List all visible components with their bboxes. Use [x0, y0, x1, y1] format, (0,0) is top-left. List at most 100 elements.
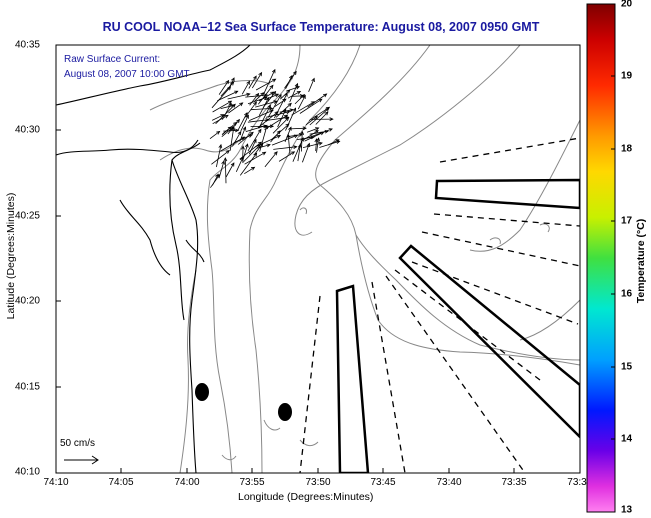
current-vector-head	[299, 94, 305, 98]
current-vector	[245, 125, 267, 132]
current-vector	[302, 142, 323, 148]
current-vector	[240, 115, 249, 132]
current-vector	[250, 108, 273, 111]
current-vector-head	[265, 118, 270, 122]
current-vector-head	[289, 74, 293, 80]
current-vector	[211, 150, 230, 165]
current-vector	[218, 80, 229, 95]
current-vector	[251, 72, 262, 89]
buoy-marker	[195, 383, 209, 401]
current-vector-head	[271, 68, 276, 74]
current-vector-head	[300, 137, 304, 142]
current-vector	[316, 138, 319, 153]
colorbar-label: Temperature (°C)	[635, 218, 647, 304]
current-vector	[274, 93, 288, 119]
current-vector	[229, 127, 235, 151]
current-vector-head	[253, 101, 257, 106]
current-vector-head	[263, 93, 269, 98]
current-vector-head	[237, 130, 242, 136]
x-tick-label: 74:05	[108, 477, 134, 488]
current-vector-head	[287, 102, 292, 107]
current-vector	[222, 122, 237, 135]
current-vector	[308, 78, 315, 92]
current-vector-head	[293, 145, 298, 149]
x-axis-label: Longitude (Degrees:Minutes)	[238, 491, 374, 503]
current-vector	[297, 144, 301, 162]
current-vector	[308, 106, 330, 121]
current-vector-head	[288, 126, 292, 131]
current-vector-head	[302, 126, 307, 131]
current-vector	[285, 108, 296, 131]
current-vector-head	[290, 151, 296, 155]
current-vector-head	[265, 96, 270, 102]
current-vector-head	[302, 94, 306, 100]
current-vector-head	[294, 82, 299, 88]
current-vector-head	[276, 135, 282, 139]
colorbar-tick-label: 16	[621, 288, 633, 300]
current-vector-head	[283, 114, 289, 119]
current-vector	[274, 98, 287, 107]
coastline	[56, 45, 251, 473]
current-vector-head	[273, 151, 278, 156]
current-vector-head	[230, 126, 235, 131]
current-vector-head	[236, 118, 240, 124]
current-vector-head	[246, 92, 251, 97]
current-vector-head	[253, 75, 257, 80]
current-vector-head	[224, 114, 229, 119]
x-tick-label: 73:50	[305, 477, 331, 488]
current-vector	[244, 151, 266, 165]
current-vector-head	[242, 126, 247, 131]
x-tick-label: 74:10	[43, 477, 69, 488]
current-vector	[212, 114, 229, 125]
current-vector	[315, 138, 317, 152]
current-vector-head	[262, 124, 268, 129]
current-vector	[275, 103, 292, 118]
current-vector	[239, 126, 246, 142]
current-vector	[220, 81, 234, 97]
current-vector	[273, 146, 297, 150]
current-vector	[297, 95, 306, 110]
current-vector	[254, 92, 265, 102]
current-vector-head	[230, 162, 235, 167]
current-vector-head	[240, 136, 246, 141]
current-vector-head	[262, 151, 267, 156]
current-vector	[327, 139, 339, 146]
current-vector-head	[230, 104, 236, 108]
current-vector-head	[311, 77, 315, 83]
surface-current-vectors	[209, 68, 341, 188]
y-tick-label: 40:10	[14, 466, 40, 478]
current-vector	[266, 111, 290, 118]
colorbar-tick-label: 20	[621, 0, 633, 10]
axis-tick-marks	[56, 129, 515, 473]
current-vector	[258, 97, 269, 116]
current-vector	[255, 78, 276, 91]
current-vector-head	[274, 93, 280, 98]
current-vector-head	[325, 106, 331, 111]
current-vector	[249, 109, 274, 121]
current-vector	[278, 151, 295, 162]
current-vector-head	[293, 134, 299, 139]
current-vector-head	[292, 107, 297, 112]
x-tick-label: 74:00	[174, 477, 200, 488]
current-vector	[264, 114, 288, 130]
y-axis-label: Latitude (Degrees:Minutes)	[5, 192, 17, 320]
current-vector-head	[282, 98, 287, 103]
current-vector-head	[239, 102, 244, 107]
colorbar-tick-label: 19	[621, 70, 633, 82]
current-vector-head	[323, 93, 328, 98]
current-vector	[235, 157, 244, 172]
current-vector	[216, 144, 222, 168]
current-vector-head	[250, 166, 256, 171]
colorbar-tick-label: 13	[621, 504, 633, 516]
current-vector-head	[231, 77, 235, 82]
bathymetry-contours	[149, 45, 580, 473]
current-vector	[232, 131, 242, 147]
current-vector	[271, 134, 298, 146]
current-vector-head	[329, 117, 334, 121]
current-vector-head	[246, 80, 250, 85]
current-vector-head	[263, 96, 268, 101]
current-vector	[309, 107, 330, 126]
current-vector	[292, 137, 304, 162]
current-vector-head	[257, 128, 262, 133]
